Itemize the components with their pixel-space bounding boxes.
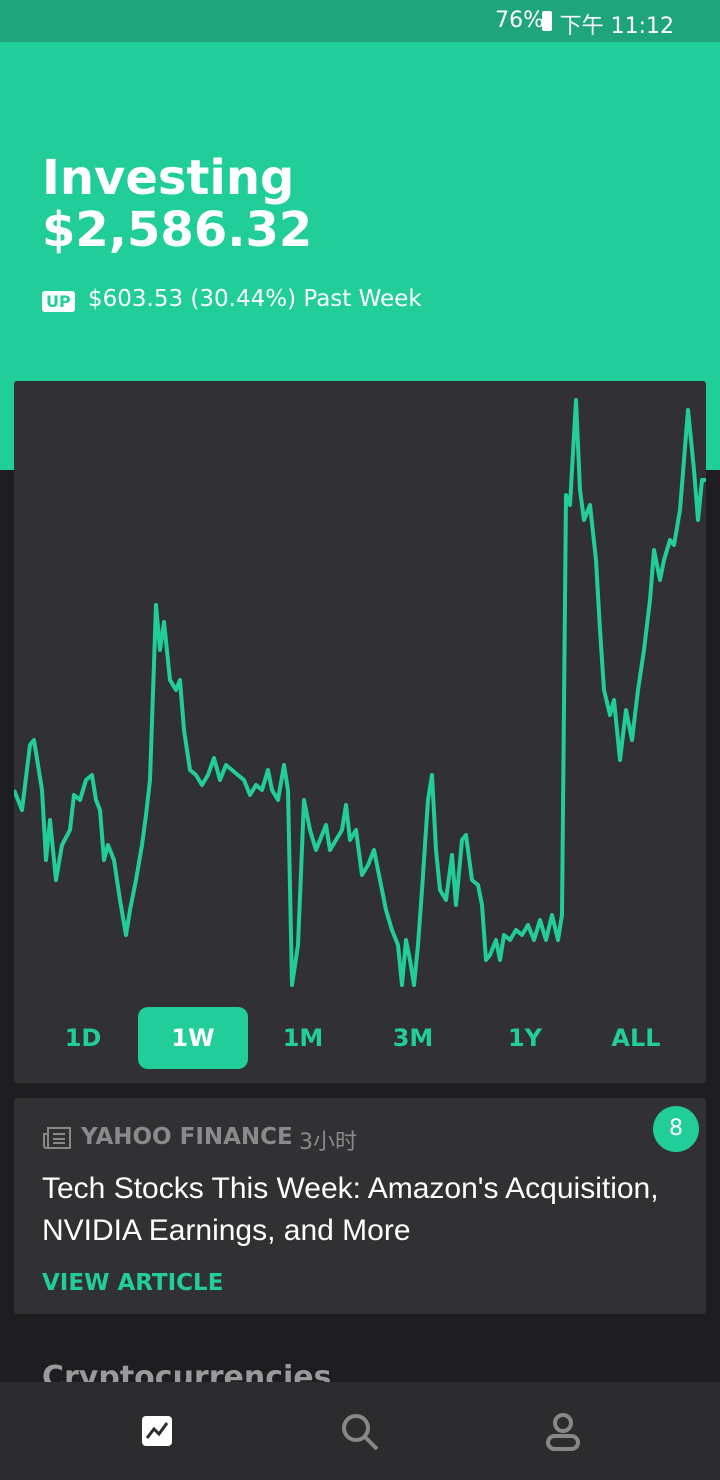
view-article[interactable]: VIEW ARTICLE xyxy=(42,1270,224,1296)
change: $603.53 (30.44%) Past Week xyxy=(88,286,422,312)
clock: 下午 11:12 xyxy=(559,14,674,39)
range-tab[interactable]: ALL xyxy=(611,1024,661,1052)
nav-search[interactable] xyxy=(340,1412,380,1452)
sparkline xyxy=(14,398,706,987)
range-tab[interactable]: 1M xyxy=(282,1024,324,1052)
up-badge: UP xyxy=(42,291,75,312)
portfolio-value: $2,586.32 xyxy=(42,202,313,258)
range-tab[interactable]: 1W xyxy=(138,1007,248,1069)
battery-icon xyxy=(542,11,552,31)
news-source: YAHOO FINANCE xyxy=(81,1124,293,1150)
range-tab[interactable]: 3M xyxy=(392,1024,434,1052)
news-time: 3小时 xyxy=(299,1130,357,1155)
price-line xyxy=(14,398,706,987)
title: Investing xyxy=(42,150,295,206)
news-card: YAHOO FINANCE 3小时 8 Tech Stocks This Wee… xyxy=(14,1098,706,1314)
news-count[interactable]: 8 xyxy=(653,1106,699,1152)
news-icon xyxy=(43,1127,71,1149)
nav-account[interactable] xyxy=(545,1412,581,1452)
range-tab[interactable]: 1D xyxy=(64,1024,102,1052)
status-bar: 76% 下午 11:12 xyxy=(0,0,720,42)
bottom-nav xyxy=(0,1382,720,1480)
nav-portfolio[interactable] xyxy=(140,1414,174,1448)
chart-card: 1D 1W 1M 3M 1Y ALL xyxy=(14,381,706,1083)
battery-level: 76% xyxy=(495,8,544,33)
range-tab[interactable]: 1Y xyxy=(507,1024,543,1052)
headline[interactable]: Tech Stocks This Week: Amazon's Acquisit… xyxy=(42,1172,659,1247)
